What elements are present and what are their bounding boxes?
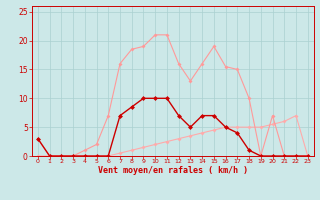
- X-axis label: Vent moyen/en rafales ( km/h ): Vent moyen/en rafales ( km/h ): [98, 166, 248, 175]
